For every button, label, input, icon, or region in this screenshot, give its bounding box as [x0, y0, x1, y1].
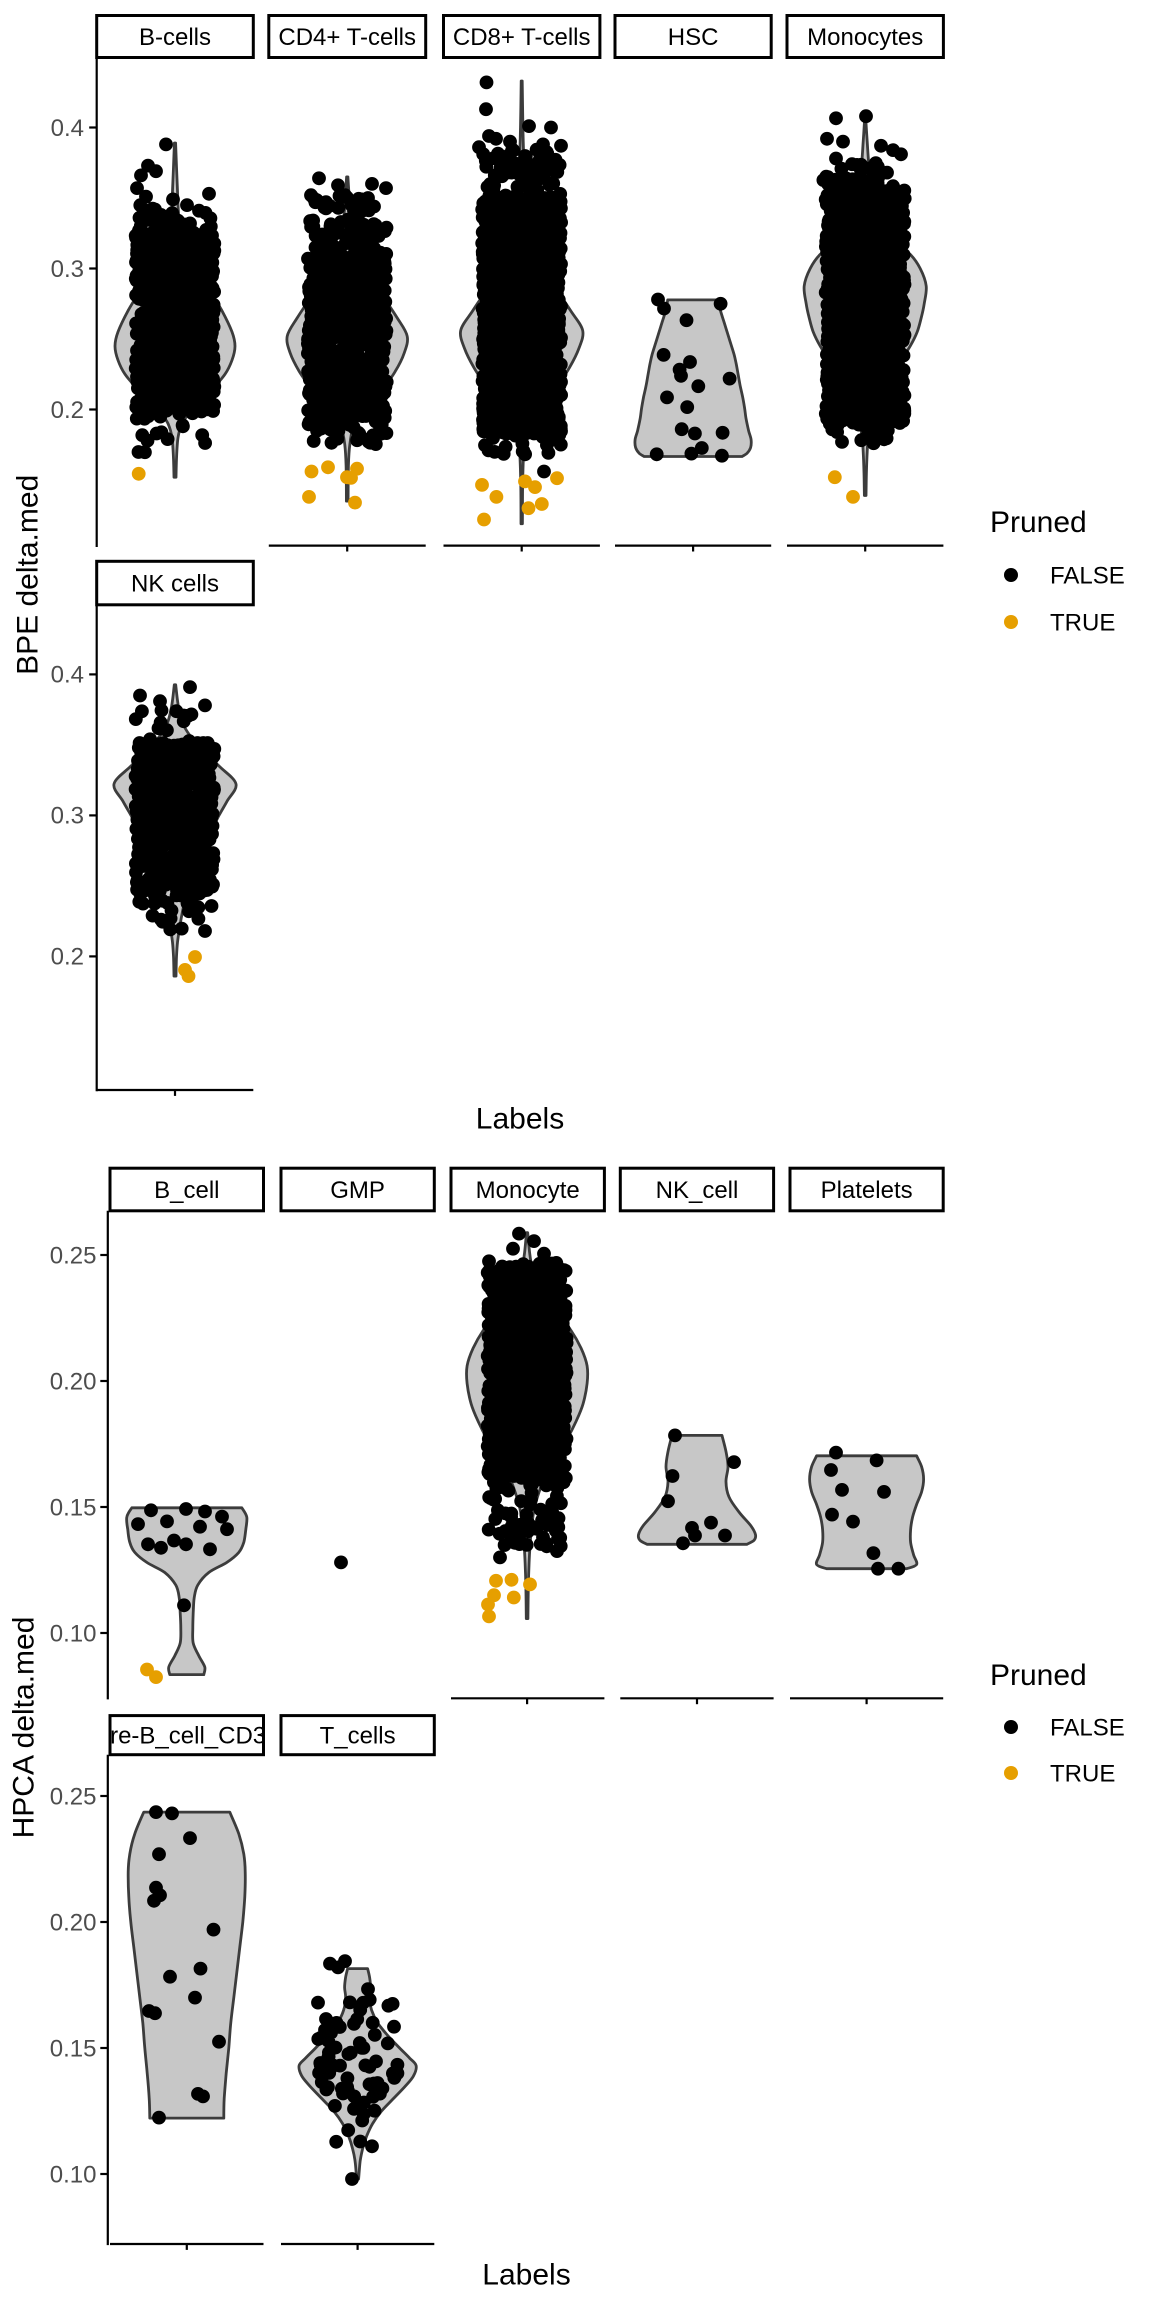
svg-text:0.4: 0.4	[51, 662, 84, 689]
svg-text:HPCA delta.med: HPCA delta.med	[7, 1617, 40, 1839]
svg-text:0.20: 0.20	[50, 1909, 97, 1936]
svg-text:CD4+ T-cells: CD4+ T-cells	[278, 24, 416, 51]
svg-text:Pruned: Pruned	[990, 1659, 1087, 1692]
svg-text:0.3: 0.3	[51, 256, 84, 283]
svg-text:0.10: 0.10	[50, 2161, 97, 2188]
svg-text:GMP: GMP	[330, 1177, 385, 1204]
svg-text:0.2: 0.2	[51, 944, 84, 971]
svg-text:NK_cell: NK_cell	[656, 1177, 739, 1204]
svg-text:0.4: 0.4	[51, 115, 84, 142]
svg-text:FALSE: FALSE	[1050, 1714, 1125, 1741]
svg-text:TRUE: TRUE	[1050, 609, 1115, 636]
svg-text:0.25: 0.25	[50, 1783, 97, 1810]
svg-text:HSC: HSC	[668, 24, 719, 51]
svg-text:0.2: 0.2	[51, 397, 84, 424]
svg-text:0.25: 0.25	[50, 1242, 97, 1269]
svg-text:NK cells: NK cells	[131, 570, 219, 597]
svg-text:0.15: 0.15	[50, 2035, 97, 2062]
svg-text:Pre-B_cell_CD34: Pre-B_cell_CD34	[94, 1723, 279, 1750]
svg-text:CD8+ T-cells: CD8+ T-cells	[453, 24, 591, 51]
svg-text:B_cell: B_cell	[154, 1177, 219, 1204]
svg-text:FALSE: FALSE	[1050, 562, 1125, 589]
svg-text:Monocyte: Monocyte	[476, 1177, 580, 1204]
svg-text:Platelets: Platelets	[821, 1177, 913, 1204]
svg-text:BPE delta.med: BPE delta.med	[11, 475, 44, 675]
svg-text:Pruned: Pruned	[990, 506, 1087, 539]
svg-text:0.10: 0.10	[50, 1620, 97, 1647]
svg-text:B-cells: B-cells	[139, 24, 211, 51]
svg-text:Labels: Labels	[482, 2258, 570, 2291]
svg-text:TRUE: TRUE	[1050, 1760, 1115, 1787]
svg-text:0.20: 0.20	[50, 1368, 97, 1395]
svg-text:0.15: 0.15	[50, 1494, 97, 1521]
svg-text:T_cells: T_cells	[320, 1723, 396, 1750]
svg-text:Labels: Labels	[476, 1102, 564, 1135]
svg-text:0.3: 0.3	[51, 803, 84, 830]
svg-text:Monocytes: Monocytes	[807, 24, 923, 51]
